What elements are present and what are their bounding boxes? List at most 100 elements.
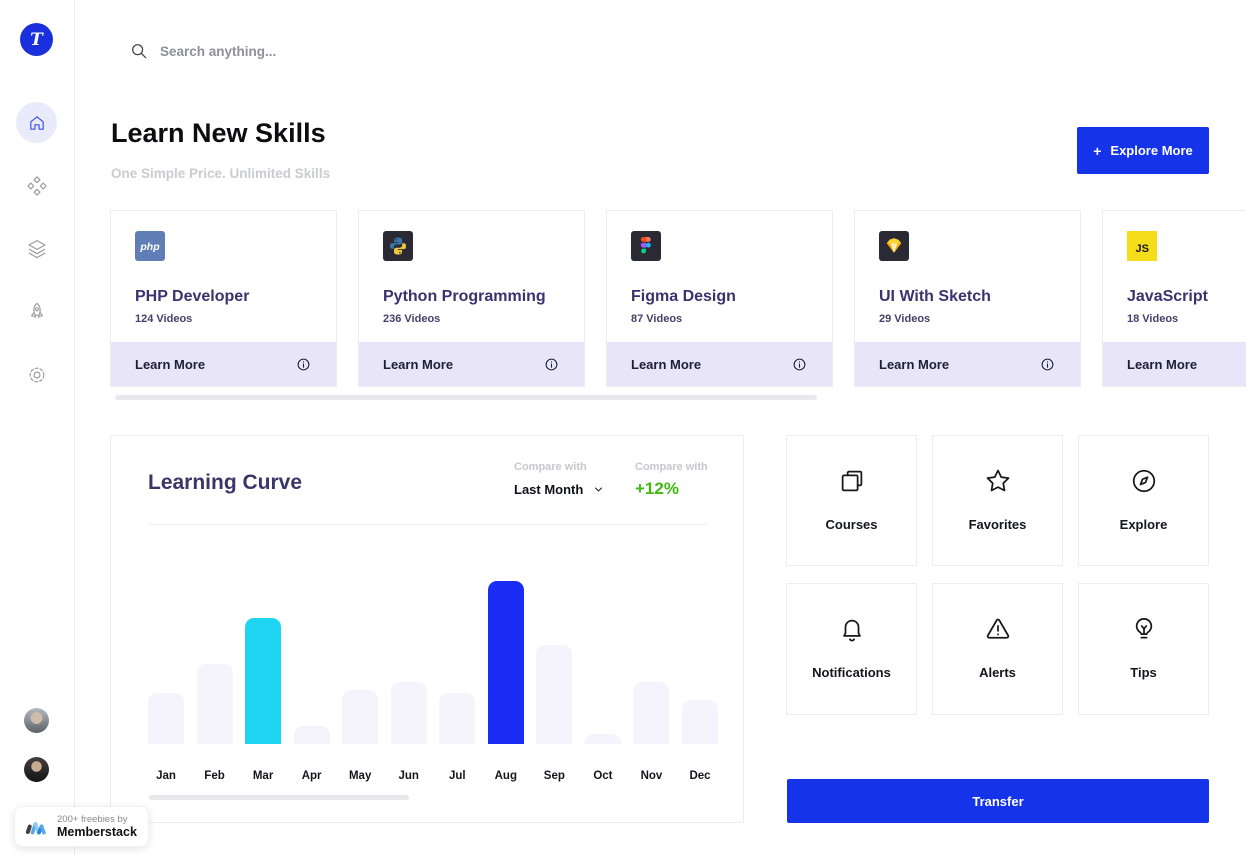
quick-action-label: Notifications bbox=[812, 665, 891, 680]
bar-mar bbox=[245, 618, 282, 744]
explore-more-button[interactable]: + Explore More bbox=[1077, 127, 1209, 174]
course-videos-count: 124 Videos bbox=[135, 313, 193, 325]
info-icon[interactable] bbox=[791, 356, 808, 373]
badge-line2: Memberstack bbox=[57, 825, 137, 839]
quick-action-notifications[interactable]: Notifications bbox=[786, 583, 917, 715]
info-icon[interactable] bbox=[543, 356, 560, 373]
chevron-down-icon bbox=[592, 483, 605, 496]
sidebar-item-settings[interactable] bbox=[25, 363, 49, 387]
compare-label: Compare with bbox=[514, 461, 587, 473]
bell-icon bbox=[837, 614, 867, 644]
home-icon bbox=[27, 113, 47, 133]
php-logo-icon: php bbox=[135, 231, 165, 261]
learn-more-button[interactable]: Learn More bbox=[607, 342, 832, 386]
bar-apr bbox=[293, 726, 330, 744]
page-title: Learn New Skills bbox=[111, 118, 326, 148]
transfer-label: Transfer bbox=[972, 793, 1024, 809]
learn-more-label: Learn More bbox=[1127, 356, 1198, 372]
figma-logo-icon bbox=[631, 231, 661, 261]
memberstack-logo-icon bbox=[23, 817, 50, 837]
transfer-button[interactable]: Transfer bbox=[787, 779, 1209, 823]
user-avatar-1[interactable] bbox=[24, 708, 49, 733]
x-tick-label: Feb bbox=[204, 770, 225, 782]
learn-more-button[interactable]: Learn More bbox=[855, 342, 1080, 386]
compare-period-dropdown[interactable]: Last Month bbox=[514, 482, 605, 497]
course-card-figma[interactable]: Figma Design 87 Videos Learn More bbox=[606, 210, 833, 387]
x-tick-label: Sep bbox=[543, 770, 565, 782]
x-tick-label: Apr bbox=[301, 770, 322, 782]
bar-oct bbox=[584, 734, 621, 744]
quick-actions-grid: Courses Favorites Explore Notifications Aler… bbox=[786, 435, 1209, 715]
bar-may bbox=[342, 690, 379, 744]
divider bbox=[148, 524, 708, 525]
course-card-js[interactable]: JS JavaScript 18 Videos Learn More bbox=[1102, 210, 1246, 387]
memberstack-badge[interactable]: 200+ freebies by Memberstack bbox=[14, 806, 149, 847]
rocket-icon bbox=[25, 300, 49, 324]
course-title: Figma Design bbox=[631, 288, 736, 305]
info-icon[interactable] bbox=[295, 356, 312, 373]
lightbulb-icon bbox=[1129, 614, 1159, 644]
quick-action-label: Explore bbox=[1119, 517, 1168, 532]
x-tick-label: Nov bbox=[640, 770, 663, 782]
bar-jul bbox=[439, 693, 476, 744]
x-axis-labels: Jan Feb Mar Apr May Jun Jul Aug Sep Oct Nov Dec bbox=[148, 770, 718, 782]
badge-line1: 200+ freebies by bbox=[57, 814, 128, 825]
app-logo[interactable]: T bbox=[20, 23, 53, 56]
explore-more-label: Explore More bbox=[1110, 143, 1193, 158]
user-avatar-2[interactable] bbox=[24, 757, 49, 782]
categories-icon bbox=[25, 174, 49, 198]
quick-action-label: Favorites bbox=[968, 517, 1027, 532]
learn-more-button[interactable]: Learn More bbox=[111, 342, 336, 386]
learn-more-label: Learn More bbox=[135, 356, 206, 372]
learn-more-label: Learn More bbox=[879, 356, 950, 372]
learn-more-label: Learn More bbox=[631, 356, 702, 372]
course-videos-count: 87 Videos bbox=[631, 313, 683, 325]
settings-icon bbox=[25, 363, 49, 387]
quick-action-label: Alerts bbox=[979, 665, 1016, 680]
sidebar-item-layers[interactable] bbox=[25, 237, 49, 261]
page-subtitle: One Simple Price. Unlimited Skills bbox=[111, 166, 331, 181]
learn-more-button[interactable]: Learn More bbox=[1103, 342, 1246, 386]
quick-action-courses[interactable]: Courses bbox=[786, 435, 917, 566]
badge-text: 200+ freebies by Memberstack bbox=[57, 814, 137, 839]
x-tick-label: Aug bbox=[494, 770, 517, 782]
learn-more-label: Learn More bbox=[383, 356, 454, 372]
sketch-logo-icon bbox=[879, 231, 909, 261]
quick-action-tips[interactable]: Tips bbox=[1078, 583, 1209, 715]
copy-icon bbox=[837, 466, 867, 496]
cards-horizontal-scrollbar[interactable] bbox=[115, 395, 817, 400]
quick-action-explore[interactable]: Explore bbox=[1078, 435, 1209, 566]
quick-action-favorites[interactable]: Favorites bbox=[932, 435, 1063, 566]
bar-jan bbox=[148, 693, 184, 744]
quick-action-label: Tips bbox=[1130, 665, 1157, 680]
compass-icon bbox=[1129, 466, 1159, 496]
search-input[interactable] bbox=[158, 42, 422, 60]
star-icon bbox=[983, 466, 1013, 496]
chart-title: Learning Curve bbox=[148, 471, 303, 494]
sidebar-item-rocket[interactable] bbox=[25, 300, 49, 324]
learn-more-button[interactable]: Learn More bbox=[359, 342, 584, 386]
course-card-sketch[interactable]: UI With Sketch 29 Videos Learn More bbox=[854, 210, 1081, 387]
x-tick-label: Jul bbox=[448, 770, 466, 782]
info-icon[interactable] bbox=[1039, 356, 1056, 373]
bar-aug bbox=[487, 581, 524, 744]
compare-with-delta-group: Compare with +12% bbox=[635, 461, 708, 499]
x-tick-label: Jun bbox=[398, 770, 419, 782]
compare-delta-value: +12% bbox=[635, 479, 679, 498]
course-card-php[interactable]: php PHP Developer 124 Videos Learn More bbox=[110, 210, 337, 387]
x-tick-label: Mar bbox=[252, 770, 274, 782]
compare-with-dropdown-group: Compare with Last Month bbox=[514, 461, 605, 497]
x-tick-label: May bbox=[348, 770, 372, 782]
bar-chart bbox=[148, 574, 718, 744]
search-icon bbox=[130, 42, 148, 60]
alert-triangle-icon bbox=[983, 614, 1013, 644]
svg-text:php: php bbox=[139, 241, 160, 253]
course-card-python[interactable]: Python Programming 236 Videos Learn More bbox=[358, 210, 585, 387]
chart-horizontal-scrollbar[interactable] bbox=[149, 795, 409, 800]
sidebar-item-categories[interactable] bbox=[25, 174, 49, 198]
course-videos-count: 236 Videos bbox=[383, 313, 441, 325]
sidebar-item-home[interactable] bbox=[16, 102, 57, 143]
course-title: Python Programming bbox=[383, 288, 546, 305]
quick-action-alerts[interactable]: Alerts bbox=[932, 583, 1063, 715]
compare-label: Compare with bbox=[635, 461, 708, 473]
